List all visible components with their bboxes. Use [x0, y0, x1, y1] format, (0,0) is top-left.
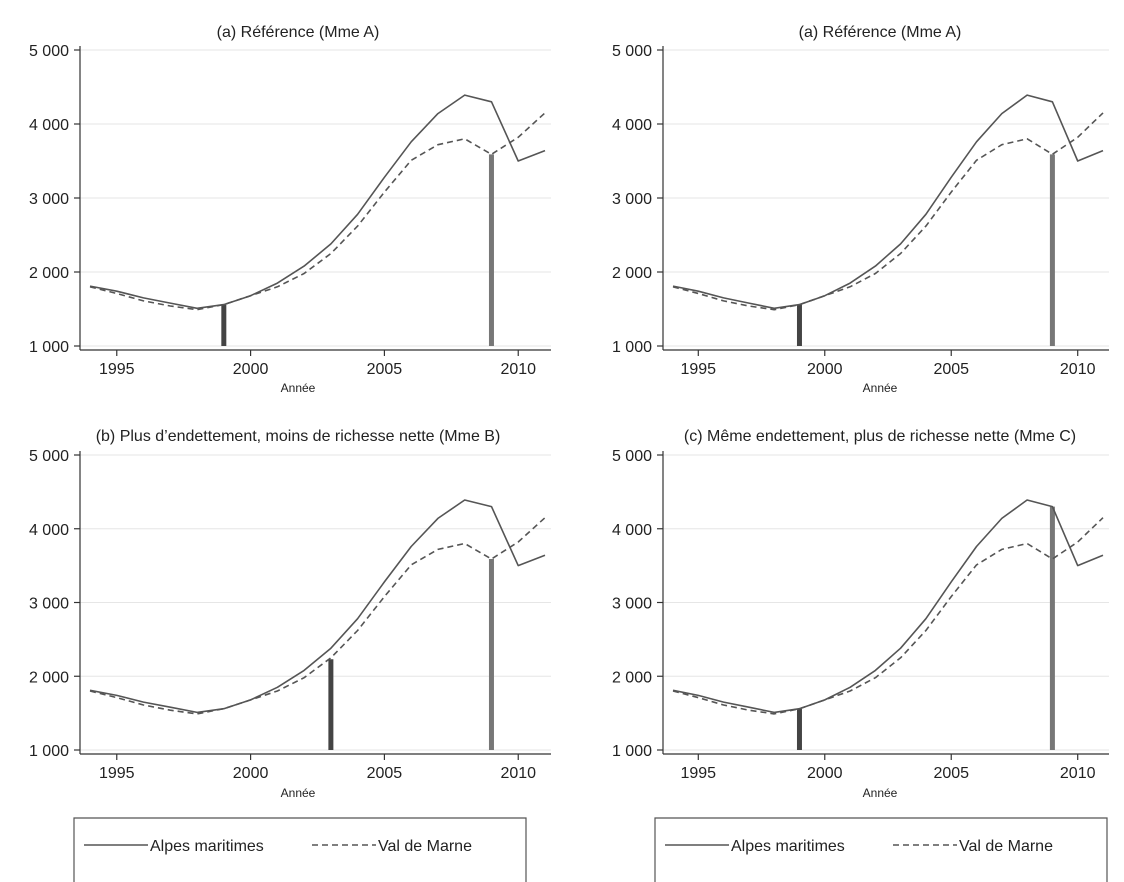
chart-panel-1: (a) Référence (Mme A) 1 000 2 000 3 000 4 00…	[29, 24, 551, 395]
y-tick-label: 4 000	[612, 117, 652, 134]
y-tick-label: 1 000	[29, 339, 69, 356]
y-tick-label: 5 000	[29, 448, 69, 465]
y-tick-label: 5 000	[612, 43, 652, 60]
legend-box	[654, 817, 1108, 882]
x-axis-title: Année	[863, 381, 898, 395]
y-tick-label: 4 000	[29, 522, 69, 539]
x-tick-label: 2005	[367, 361, 403, 378]
chart-panel-2: (a) Référence (Mme A) 1 000 2 000 3 000 4 00…	[612, 24, 1109, 395]
x-tick-label: 2010	[500, 765, 536, 782]
legend-label: Alpes maritimes	[150, 838, 264, 855]
x-axis-title: Année	[281, 381, 316, 395]
x-tick-label: 2000	[807, 765, 843, 782]
series-line-alpes-maritimes	[89, 499, 546, 714]
panel-title: (b) Plus d’endettement, moins de richess…	[96, 428, 501, 445]
x-tick-label: 2010	[1060, 361, 1096, 378]
chart-panel-3: (b) Plus d’endettement, moins de richess…	[29, 428, 551, 800]
series-line-alpes-maritimes	[672, 499, 1104, 714]
legend-box	[73, 817, 527, 882]
x-tick-label: 2000	[807, 361, 843, 378]
y-tick-label: 1 000	[29, 743, 69, 760]
x-axis-title: Année	[281, 786, 316, 800]
y-tick-label: 3 000	[29, 596, 69, 613]
x-tick-label: 1995	[99, 361, 135, 378]
legend-label: Val de Marne	[959, 838, 1053, 855]
series-line-val-de-marne	[89, 112, 546, 311]
x-tick-label: 2005	[367, 765, 403, 782]
y-tick-label: 4 000	[612, 522, 652, 539]
y-tick-label: 3 000	[612, 191, 652, 208]
series-line-alpes-maritimes	[672, 94, 1104, 310]
series-line-val-de-marne	[672, 112, 1104, 311]
panel-title: (a) Référence (Mme A)	[217, 24, 380, 41]
y-tick-label: 5 000	[612, 448, 652, 465]
series-line-val-de-marne	[89, 517, 546, 715]
x-tick-label: 1995	[680, 361, 716, 378]
x-tick-label: 2000	[233, 765, 269, 782]
x-tick-label: 2010	[1060, 765, 1096, 782]
y-tick-label: 3 000	[612, 596, 652, 613]
chart-panel-4: (c) Même endettement, plus de richesse n…	[612, 428, 1109, 800]
y-tick-label: 2 000	[612, 669, 652, 686]
x-axis-title: Année	[863, 786, 898, 800]
x-tick-label: 2005	[933, 361, 969, 378]
y-tick-label: 1 000	[612, 743, 652, 760]
x-tick-label: 2005	[933, 765, 969, 782]
series-line-val-de-marne	[672, 517, 1104, 715]
y-tick-label: 1 000	[612, 339, 652, 356]
series-line-alpes-maritimes	[89, 94, 546, 310]
x-tick-label: 2000	[233, 361, 269, 378]
panel-title: (c) Même endettement, plus de richesse n…	[684, 428, 1076, 445]
legend-label: Alpes maritimes	[731, 838, 845, 855]
x-tick-label: 1995	[99, 765, 135, 782]
legend-2: Alpes maritimes Val de Marne	[654, 817, 1108, 882]
y-tick-label: 4 000	[29, 117, 69, 134]
y-tick-label: 2 000	[29, 669, 69, 686]
panel-title: (a) Référence (Mme A)	[799, 24, 962, 41]
x-tick-label: 1995	[680, 765, 716, 782]
y-tick-label: 3 000	[29, 191, 69, 208]
y-tick-label: 2 000	[612, 265, 652, 282]
y-tick-label: 2 000	[29, 265, 69, 282]
x-tick-label: 2010	[500, 361, 536, 378]
legend-1: Alpes maritimes Val de Marne	[73, 817, 527, 882]
y-tick-label: 5 000	[29, 43, 69, 60]
legend-label: Val de Marne	[378, 838, 472, 855]
